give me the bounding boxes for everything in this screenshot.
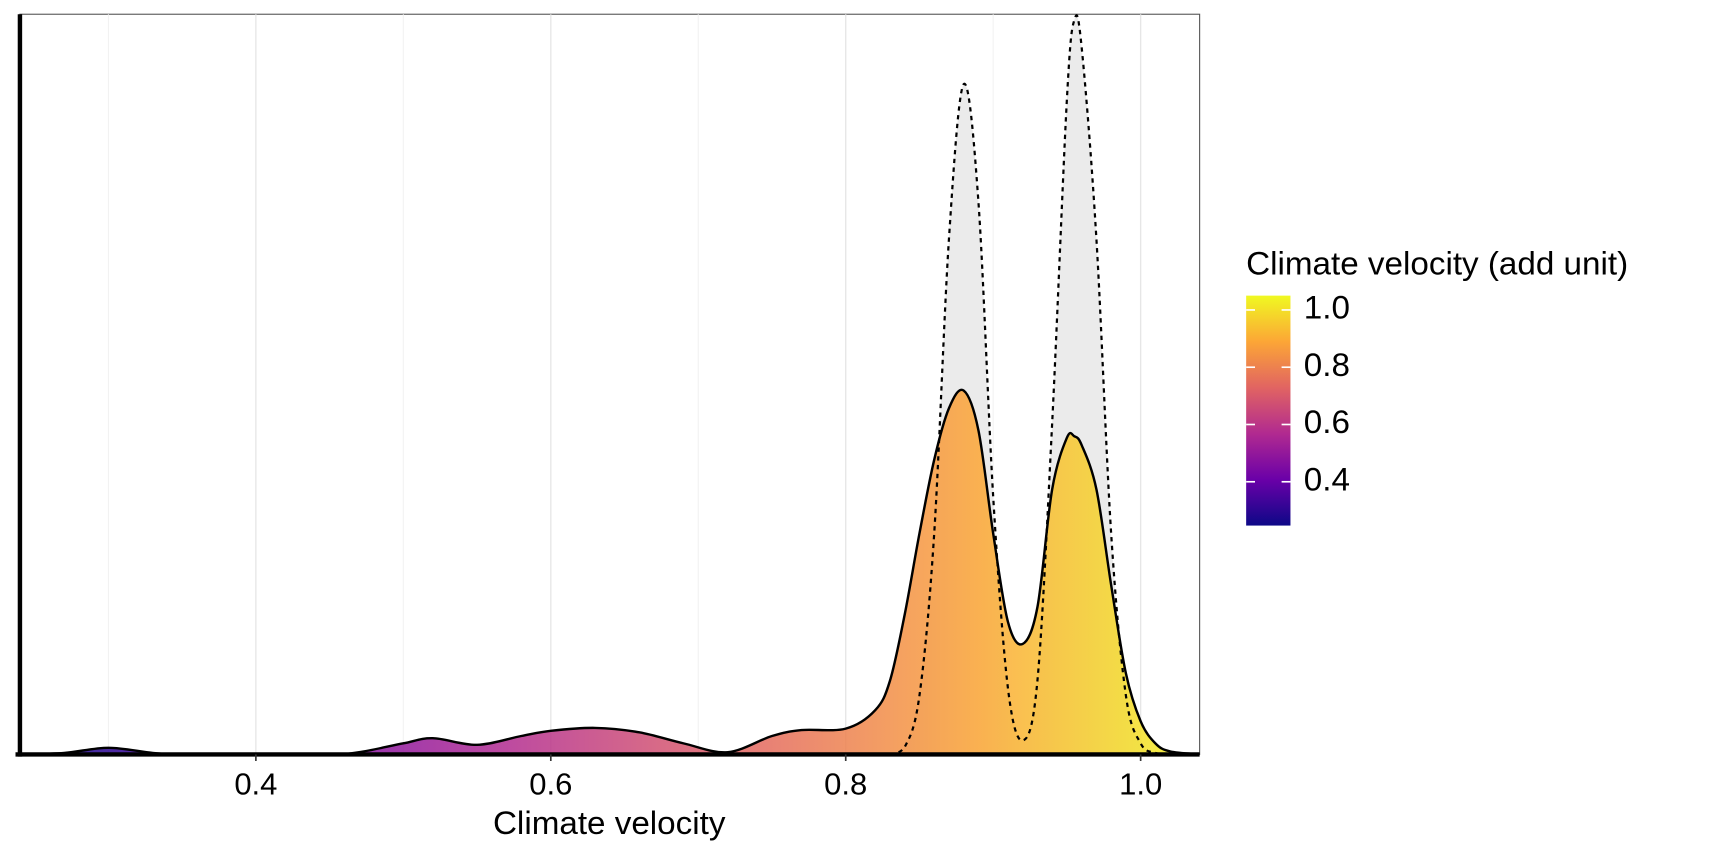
colorbar-tick-label: 0.6 (1304, 403, 1350, 440)
colorbar (1246, 295, 1291, 526)
density-area (19, 389, 1200, 755)
colorbar-tick-label: 0.8 (1304, 346, 1350, 383)
x-tick-label: 0.8 (824, 766, 867, 801)
legend-title: Climate velocity (add unit) (1246, 245, 1628, 282)
x-axis-label: Climate velocity (493, 804, 726, 841)
x-tick-label: 0.6 (529, 766, 572, 801)
density-line (889, 14, 1171, 756)
density-line (19, 388, 1200, 756)
colorbar-tick-label: 0.4 (1304, 461, 1350, 498)
x-tick-label: 0.4 (234, 766, 277, 801)
x-tick-label: 1.0 (1119, 766, 1162, 801)
colorbar-tick-label: 1.0 (1304, 289, 1350, 326)
